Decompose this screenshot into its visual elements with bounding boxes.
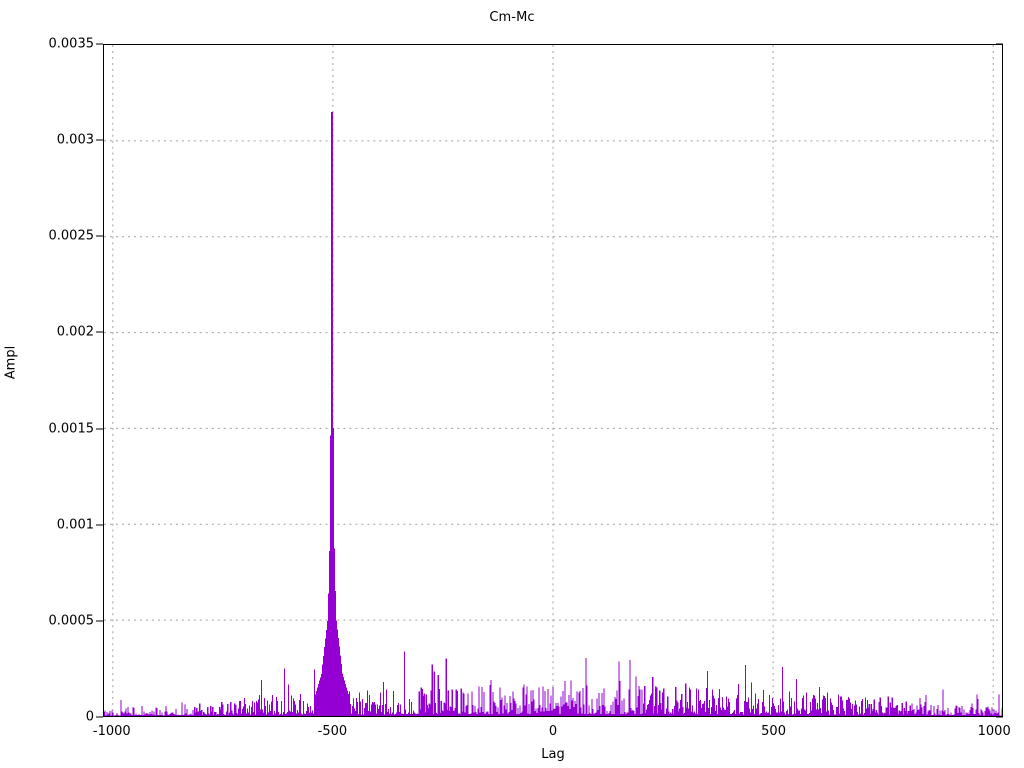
y-axis-tick-mark: [96, 43, 103, 45]
y-axis-tick-label: 0.001: [56, 517, 94, 533]
chart-title: Cm-Mc: [489, 10, 535, 25]
y-axis-tick-mark: [96, 716, 103, 718]
y-axis-tick-label: 0.003: [56, 132, 94, 148]
y-axis-tick-label: 0.0035: [48, 36, 95, 52]
y-axis-tick-mark: [96, 524, 103, 526]
y-axis-tick-mark: [96, 331, 103, 333]
x-axis-label: Lag: [541, 747, 565, 762]
y-axis-tick-label: 0.002: [56, 324, 94, 340]
y-axis-tick-mark: [96, 620, 103, 622]
plot-area: [103, 44, 1003, 717]
x-axis-tick-label: -500: [317, 724, 348, 739]
y-axis-tick-label: 0.0025: [48, 228, 95, 244]
y-axis-tick-labels: 0 0.0005 0.001 0.0015 0.002 0.0025 0.003 0.0035: [0, 0, 95, 768]
impulse-trace: [104, 112, 1002, 716]
x-axis-tick-label: 1000: [977, 724, 1011, 739]
x-axis-tick-label: 0: [548, 724, 558, 739]
y-axis-tick-mark: [96, 428, 103, 430]
gridlines: [104, 45, 1002, 716]
y-axis-tick-mark-right: [996, 716, 1003, 718]
y-axis-tick-label: 0: [85, 709, 94, 725]
y-axis-tick-label: 0.0005: [48, 613, 95, 629]
x-axis-tick-label: 500: [761, 724, 786, 739]
y-axis-tick-mark: [96, 235, 103, 237]
data-series-cm-mc: [104, 112, 1002, 716]
y-axis-tick-mark: [96, 139, 103, 141]
y-axis-tick-label: 0.0015: [48, 421, 95, 437]
x-axis-tick-label: -1000: [92, 724, 131, 739]
